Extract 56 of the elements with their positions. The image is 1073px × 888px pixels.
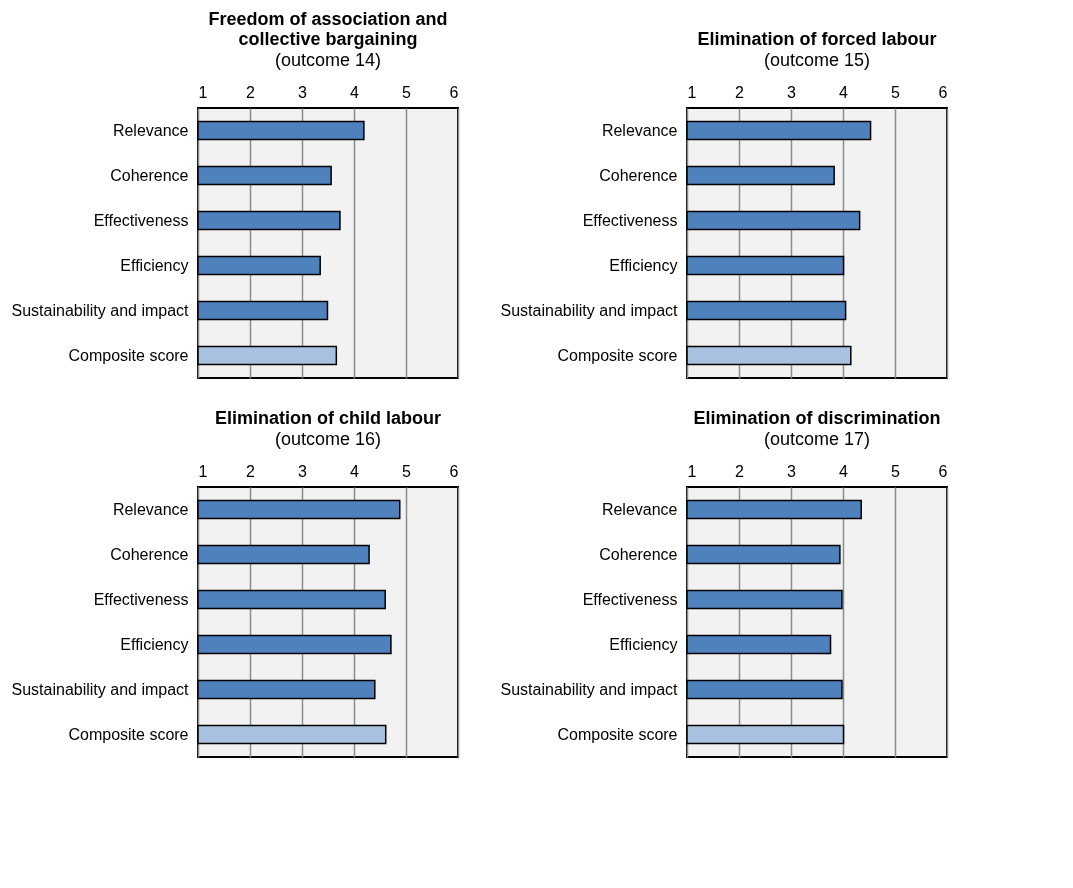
y-tick-label: Efficiency — [120, 256, 189, 274]
y-tick-label: Composite score — [557, 725, 678, 743]
y-tick-label: Coherence — [599, 545, 678, 563]
y-tick-label: Composite score — [557, 346, 678, 364]
y-tick-label: Coherence — [110, 545, 189, 563]
chart-subtitle: (outcome 15) — [763, 50, 871, 70]
x-tick-label: 1 — [198, 462, 208, 480]
y-tick-label: Effectiveness — [582, 211, 678, 229]
y-tick-label: Effectiveness — [93, 211, 189, 229]
x-tick-label: 4 — [839, 462, 849, 480]
x-tick-label: 2 — [735, 462, 745, 480]
y-tick-label: Relevance — [112, 500, 189, 518]
chart-title: Elimination of child labour — [214, 408, 442, 428]
y-tick-label: Coherence — [599, 166, 678, 184]
chart-title: Elimination of forced labour — [697, 29, 937, 49]
x-tick-label: 3 — [787, 83, 797, 101]
y-tick-label: Effectiveness — [93, 590, 189, 608]
y-tick-label: Composite score — [68, 725, 189, 743]
x-tick-label: 3 — [787, 462, 797, 480]
y-tick-label: Coherence — [110, 166, 189, 184]
y-tick-label: Sustainability and impact — [11, 301, 190, 319]
x-tick-label: 5 — [891, 462, 901, 480]
chart-subtitle: (outcome 14) — [274, 50, 382, 70]
y-tick-label: Sustainability and impact — [500, 301, 679, 319]
y-tick-label: Composite score — [68, 346, 189, 364]
x-tick-label: 3 — [298, 462, 308, 480]
y-tick-label: Effectiveness — [582, 590, 678, 608]
x-tick-label: 6 — [449, 83, 459, 101]
x-tick-label: 5 — [891, 83, 901, 101]
x-tick-label: 3 — [298, 83, 308, 101]
x-tick-label: 4 — [350, 462, 360, 480]
y-tick-label: Efficiency — [609, 256, 678, 274]
y-tick-label: Efficiency — [120, 635, 189, 653]
chart-subtitle: (outcome 16) — [274, 429, 382, 449]
x-tick-label: 5 — [402, 462, 412, 480]
x-tick-label: 6 — [938, 83, 948, 101]
y-tick-label: Relevance — [601, 121, 678, 139]
x-tick-label: 1 — [687, 462, 697, 480]
x-tick-label: 2 — [246, 462, 256, 480]
y-tick-label: Relevance — [601, 500, 678, 518]
y-tick-label: Sustainability and impact — [11, 680, 190, 698]
x-tick-label: 1 — [198, 83, 208, 101]
x-tick-label: 6 — [449, 462, 459, 480]
chart-title: Freedom of association and collective bargaining — [208, 9, 448, 49]
x-tick-label: 2 — [246, 83, 256, 101]
x-tick-label: 2 — [735, 83, 745, 101]
x-tick-label: 6 — [938, 462, 948, 480]
x-tick-label: 4 — [839, 83, 849, 101]
chart-title: Elimination of discrimination — [693, 408, 941, 428]
y-tick-label: Relevance — [112, 121, 189, 139]
x-tick-label: 1 — [687, 83, 697, 101]
chart-subtitle: (outcome 17) — [763, 429, 871, 449]
y-tick-label: Sustainability and impact — [500, 680, 679, 698]
x-tick-label: 5 — [402, 83, 412, 101]
x-tick-label: 4 — [350, 83, 360, 101]
y-tick-label: Efficiency — [609, 635, 678, 653]
